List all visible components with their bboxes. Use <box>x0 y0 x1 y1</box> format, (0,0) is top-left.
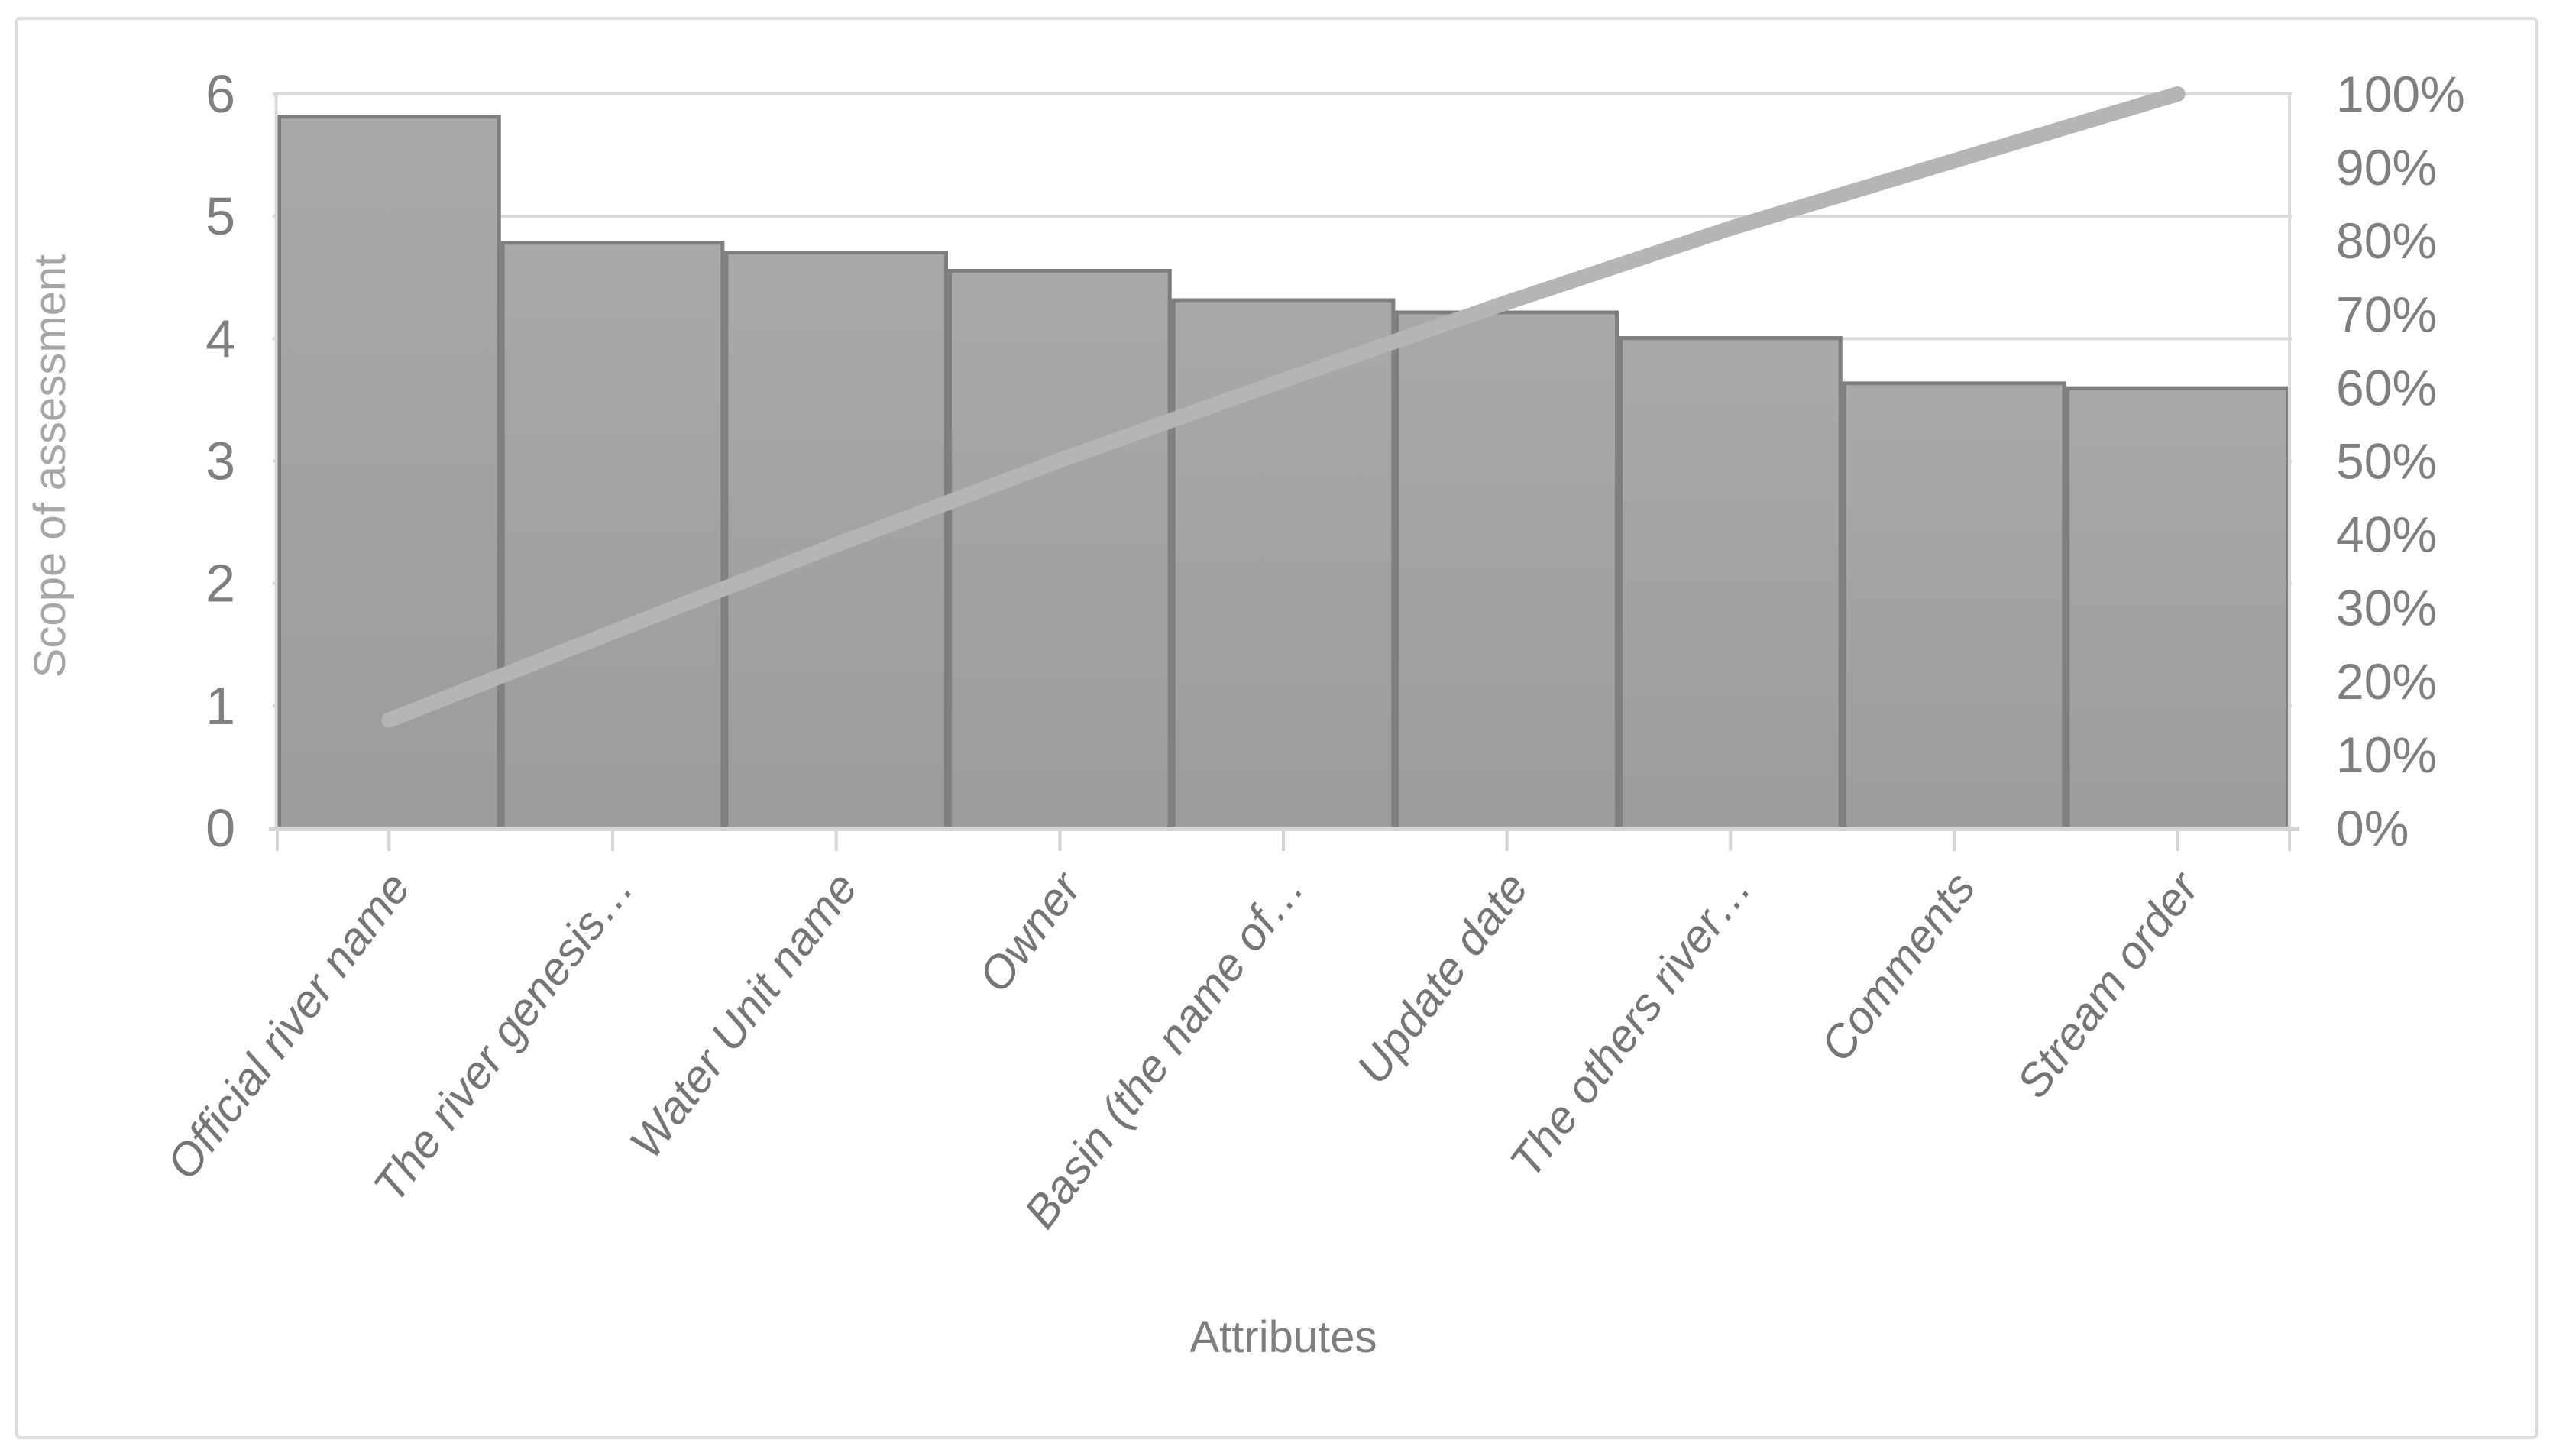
left-tick-label-6: 6 <box>205 64 235 124</box>
bar-Stream order <box>2066 386 2289 828</box>
left-tick-label-2: 2 <box>205 554 235 613</box>
left-tick-label-0: 0 <box>205 798 235 858</box>
cumulative-percentage-line <box>381 86 2186 728</box>
category-label-4: Owner <box>969 862 1092 1001</box>
right-tick-label-70%: 70% <box>2336 286 2437 342</box>
left-tick-label-3: 3 <box>205 432 235 491</box>
right-tick-label-0%: 0% <box>2336 800 2409 856</box>
bar-Official river name <box>277 115 501 828</box>
right-tick-label-40%: 40% <box>2336 506 2437 563</box>
bar-border <box>724 251 948 828</box>
category-label-7: The others river… <box>1500 863 1761 1187</box>
bar-border <box>1171 298 1396 828</box>
bar-The others river… <box>1619 336 1843 828</box>
left-axis-title: Scope of assessment <box>25 254 75 678</box>
bar-border <box>1619 336 1843 828</box>
left-tick-label-5: 5 <box>205 186 235 246</box>
bar-border <box>1842 381 2066 828</box>
right-tick-label-20%: 20% <box>2336 653 2437 710</box>
bar-border <box>2066 386 2289 828</box>
left-tick-label-1: 1 <box>205 676 235 736</box>
bar-border <box>500 241 725 828</box>
category-label-8: Comments <box>1810 863 1985 1071</box>
left-tick-label-4: 4 <box>205 309 235 368</box>
category-label-6: Update date <box>1347 863 1538 1093</box>
bottom-axis-title: Attributes <box>1190 1312 1377 1362</box>
category-label-2: The river genesis… <box>364 863 644 1212</box>
right-axis-tick-labels: 0% 10% 20% 30% 40% 50% 60% 70% 80% 90% 100% <box>2336 66 2465 856</box>
bar-border <box>277 115 501 828</box>
right-tick-label-50%: 50% <box>2336 433 2437 490</box>
bar-border <box>948 269 1172 828</box>
cumulative-line-series <box>381 86 2186 728</box>
bar-The river genesis… <box>500 241 725 828</box>
right-tick-label-60%: 60% <box>2336 359 2437 416</box>
bar-border <box>1395 310 1619 828</box>
right-tick-label-10%: 10% <box>2336 726 2437 783</box>
bar-Comments <box>1842 381 2066 828</box>
right-tick-label-80%: 80% <box>2336 212 2437 269</box>
category-label-3: Water Unit name <box>620 863 867 1168</box>
right-tick-label-90%: 90% <box>2336 139 2437 196</box>
axes <box>269 94 2299 851</box>
bar-series <box>277 115 2289 829</box>
left-axis-tick-labels: 0 1 2 3 4 5 6 <box>205 64 235 858</box>
bar-Update date <box>1395 310 1619 828</box>
right-tick-label-30%: 30% <box>2336 580 2437 636</box>
right-tick-label-100%: 100% <box>2336 66 2465 122</box>
bar-Owner <box>948 269 1172 828</box>
category-label-1: Official river name <box>157 863 419 1189</box>
category-label-9: Stream order <box>2007 862 2209 1108</box>
chart-frame-border <box>15 17 2538 1439</box>
